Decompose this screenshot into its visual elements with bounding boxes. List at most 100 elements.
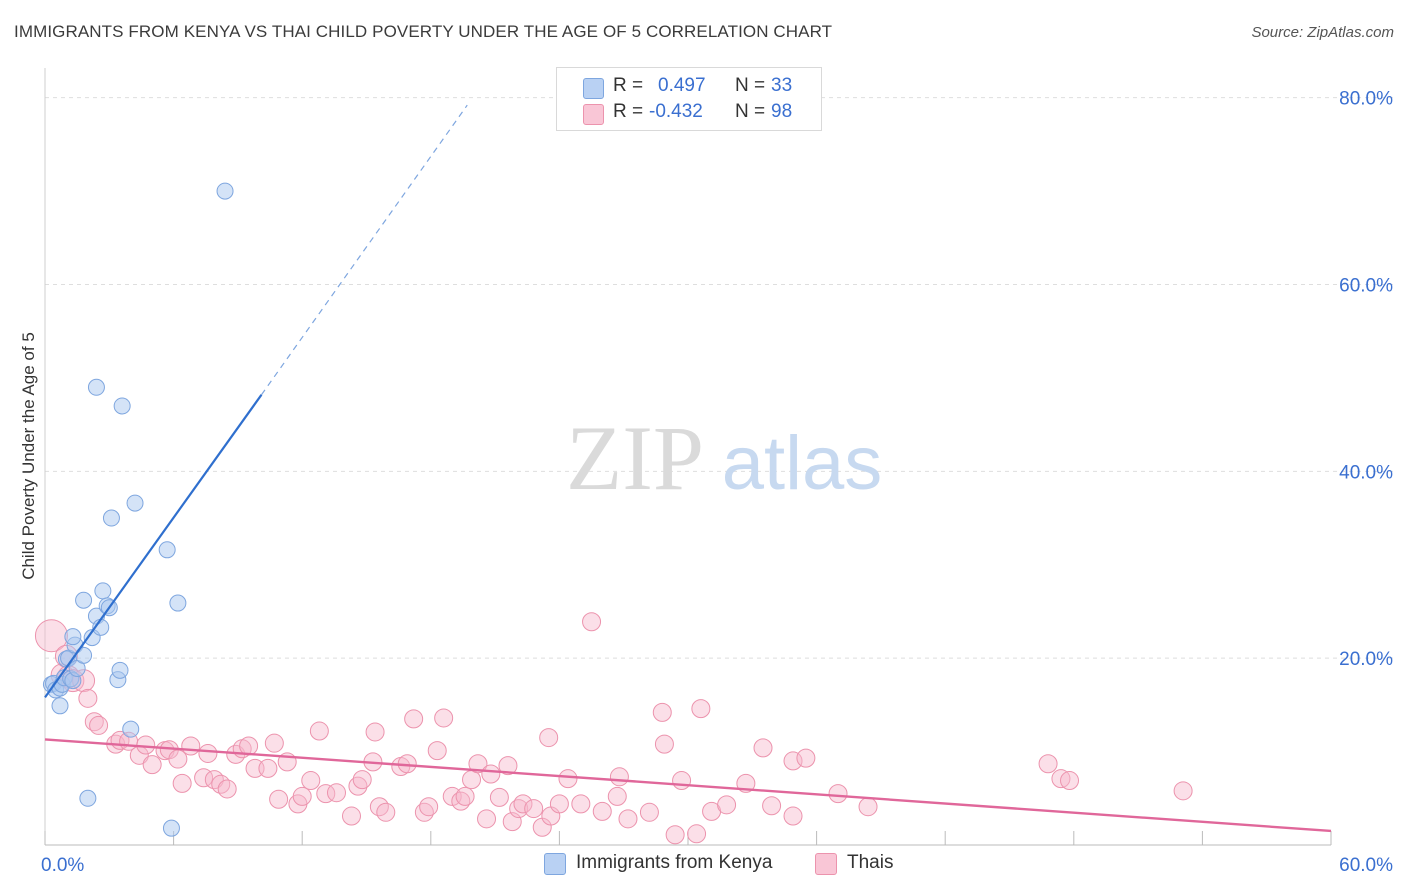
thais-point — [639, 802, 659, 822]
thais-point — [592, 801, 612, 821]
thais-point — [607, 786, 627, 806]
thais-point — [652, 702, 672, 722]
kenya-point — [94, 582, 112, 600]
thais-point — [687, 824, 707, 844]
thais-point — [427, 741, 447, 761]
kenya-n-label: N = — [735, 75, 766, 96]
thais-point — [78, 688, 98, 708]
thais-point — [489, 787, 509, 807]
thais-point — [762, 796, 782, 816]
x-tick-label: 60.0% — [1339, 855, 1393, 876]
thais-point — [582, 612, 602, 632]
thais-point — [609, 767, 629, 787]
thais-point — [665, 825, 685, 845]
bottom-kenya-label: Immigrants from Kenya — [576, 852, 773, 873]
kenya-point — [162, 819, 180, 837]
thais-point — [672, 771, 692, 791]
kenya-point — [126, 494, 144, 512]
thais-point — [258, 758, 278, 778]
kenya-point — [122, 720, 140, 738]
thais-point — [341, 806, 361, 826]
thais-point — [89, 715, 109, 735]
thais-point — [352, 770, 372, 790]
kenya-r-label: R = — [613, 75, 644, 96]
thais-point — [462, 770, 482, 790]
x-tick-label: 0.0% — [41, 855, 84, 876]
thais-point — [477, 809, 497, 829]
thais-point — [326, 783, 346, 803]
thais-point — [172, 773, 192, 793]
watermark: ZIP atlas — [566, 407, 882, 509]
thais-point — [142, 755, 162, 775]
correlation-legend: R = 0.497 N = 33 R = -0.432 N = 98 — [556, 67, 822, 131]
thais-point — [301, 771, 321, 791]
thais-point — [783, 806, 803, 826]
kenya-point — [216, 182, 234, 200]
tick-labels: 20.0% 40.0% 60.0% 80.0% 0.0% 60.0% — [41, 89, 1393, 876]
kenya-point — [87, 378, 105, 396]
thais-point — [404, 709, 424, 729]
thais-point — [365, 722, 385, 742]
thais-point — [239, 736, 259, 756]
chart-title: IMMIGRANTS FROM KENYA VS THAI CHILD POVE… — [14, 22, 833, 41]
thais-point — [198, 743, 218, 763]
thais-trend-line — [44, 738, 1332, 833]
thais-points — [34, 612, 1193, 845]
kenya-n-value: 33 — [771, 75, 793, 96]
thais-point — [455, 786, 475, 806]
thais-point — [558, 769, 578, 789]
kenya-point — [111, 661, 129, 679]
thais-point — [264, 733, 284, 753]
y-tick-label: 60.0% — [1339, 276, 1393, 297]
thais-point — [618, 809, 638, 829]
thais-point — [796, 748, 816, 768]
thais-point — [524, 799, 544, 819]
thais-point — [571, 794, 591, 814]
thais-point — [269, 789, 289, 809]
thais-point — [717, 795, 737, 815]
thais-swatch — [583, 104, 604, 125]
y-tick-label: 80.0% — [1339, 89, 1393, 110]
thais-point — [419, 797, 439, 817]
bottom-kenya-swatch — [544, 853, 566, 875]
thais-point — [549, 794, 569, 814]
source-label: Source: ZipAtlas.com — [1251, 24, 1394, 41]
kenya-point — [169, 594, 187, 612]
kenya-trend-extension — [260, 104, 468, 396]
kenya-points — [42, 182, 234, 837]
thais-r-value: -0.432 — [649, 101, 703, 122]
thais-point — [309, 721, 329, 741]
kenya-point — [51, 697, 69, 715]
kenya-point — [64, 628, 82, 646]
thais-point — [1038, 754, 1058, 774]
thais-point — [691, 699, 711, 719]
thais-point — [513, 794, 533, 814]
bottom-thais-swatch — [815, 853, 837, 875]
kenya-point — [113, 397, 131, 415]
kenya-swatch — [583, 78, 604, 99]
watermark-atlas: atlas — [722, 421, 883, 506]
kenya-point — [102, 509, 120, 527]
thais-point — [481, 764, 501, 784]
thais-point — [181, 736, 201, 756]
thais-point — [828, 784, 848, 804]
thais-point — [1173, 781, 1193, 801]
thais-r-label: R = — [613, 101, 644, 122]
thais-point — [376, 802, 396, 822]
thais-point — [468, 754, 488, 774]
watermark-zip: ZIP — [566, 407, 704, 509]
trend-lines — [44, 104, 1332, 833]
kenya-point — [75, 591, 93, 609]
thais-n-label: N = — [735, 101, 766, 122]
gridlines — [45, 97, 1394, 659]
thais-point — [539, 728, 559, 748]
thais-point — [292, 786, 312, 806]
kenya-trend-line — [44, 394, 263, 699]
y-tick-label: 20.0% — [1339, 649, 1393, 670]
thais-point — [1060, 771, 1080, 791]
thais-point — [654, 734, 674, 754]
kenya-r-value: 0.497 — [658, 75, 706, 96]
kenya-point — [158, 541, 176, 559]
thais-point — [316, 784, 336, 804]
kenya-point — [79, 789, 97, 807]
